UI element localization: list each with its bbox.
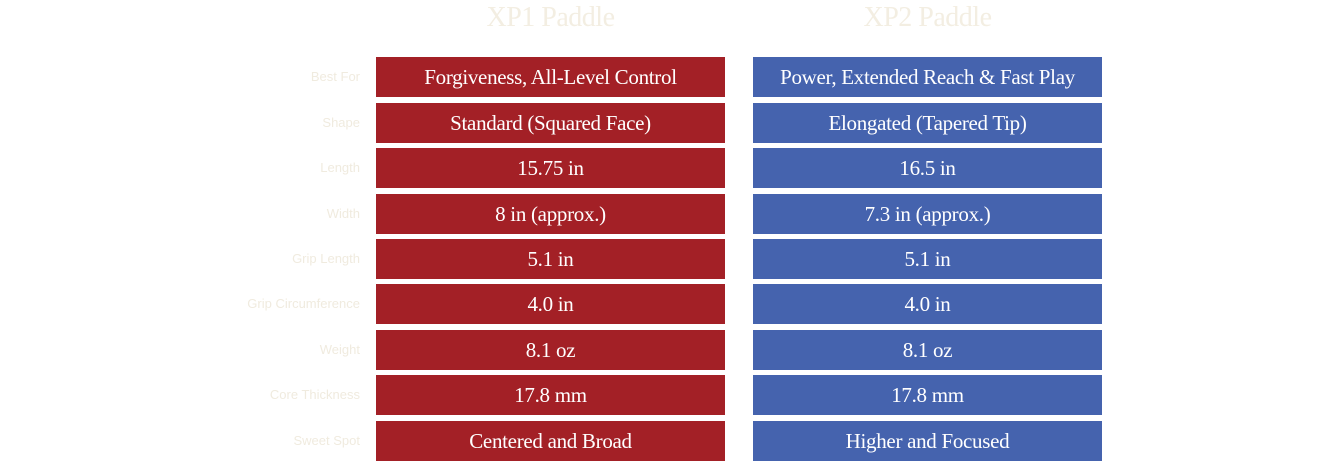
table-row-shape: Shape Standard (Squared Face) Elongated …: [0, 103, 1325, 143]
xp1-cell: 8.1 oz: [376, 330, 725, 370]
row-label: Sweet Spot: [293, 433, 361, 448]
table-row-width: Width 8 in (approx.) 7.3 in (approx.): [0, 194, 1325, 234]
column-header-xp2: XP2 Paddle: [863, 2, 993, 33]
xp2-cell: 8.1 oz: [753, 330, 1102, 370]
xp1-cell: 15.75 in: [376, 148, 725, 188]
xp2-cell: 7.3 in (approx.): [753, 194, 1102, 234]
xp2-cell: 16.5 in: [753, 148, 1102, 188]
xp2-cell: 4.0 in: [753, 284, 1102, 324]
table-row-length: Length 15.75 in 16.5 in: [0, 148, 1325, 188]
row-label: Grip Circumference: [247, 296, 360, 311]
xp2-cell: 5.1 in: [753, 239, 1102, 279]
xp1-cell: 8 in (approx.): [376, 194, 725, 234]
row-label: Shape: [322, 115, 360, 130]
xp2-cell: Power, Extended Reach & Fast Play: [753, 57, 1102, 97]
xp2-cell: Higher and Focused: [753, 421, 1102, 461]
column-header-xp1: XP1 Paddle: [486, 2, 616, 33]
xp1-cell: 4.0 in: [376, 284, 725, 324]
table-row-grip-circumference: Grip Circumference 4.0 in 4.0 in: [0, 284, 1325, 324]
xp1-cell: 5.1 in: [376, 239, 725, 279]
row-label: Width: [326, 206, 360, 221]
xp2-cell: Elongated (Tapered Tip): [753, 103, 1102, 143]
xp1-cell: Centered and Broad: [376, 421, 725, 461]
table-row-core-thickness: Core Thickness 17.8 mm 17.8 mm: [0, 375, 1325, 415]
xp1-cell: Standard (Squared Face): [376, 103, 725, 143]
table-row-best-for: Best For Forgiveness, All-Level Control …: [0, 57, 1325, 97]
table-row-weight: Weight 8.1 oz 8.1 oz: [0, 330, 1325, 370]
xp2-cell: 17.8 mm: [753, 375, 1102, 415]
row-label: Best For: [310, 69, 360, 84]
table-row-grip-length: Grip Length 5.1 in 5.1 in: [0, 239, 1325, 279]
row-label: Weight: [319, 342, 360, 357]
row-label: Core Thickness: [269, 387, 360, 402]
row-label: Length: [320, 160, 360, 175]
xp1-cell: 17.8 mm: [376, 375, 725, 415]
xp1-cell: Forgiveness, All-Level Control: [376, 57, 725, 97]
table-row-sweet-spot: Sweet Spot Centered and Broad Higher and…: [0, 421, 1325, 461]
row-label: Grip Length: [292, 251, 360, 266]
